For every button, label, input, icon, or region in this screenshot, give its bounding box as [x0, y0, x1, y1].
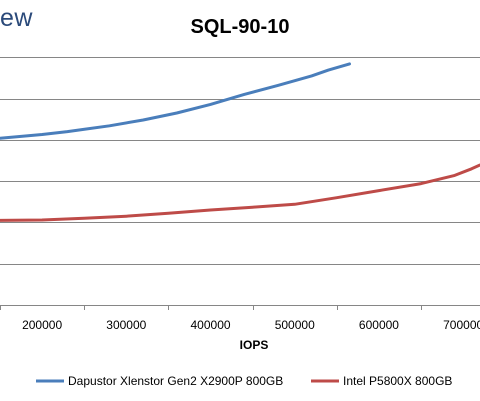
x-tick-labels: 200000 300000 400000 500000 600000 700000 — [22, 318, 480, 332]
x-axis-label: IOPS — [240, 338, 269, 352]
series-line-1 — [0, 163, 480, 222]
legend-label-0: Dapustor Xlenstor Gen2 X2900P 800GB — [68, 374, 283, 388]
logo-fragment: ew — [0, 4, 33, 32]
legend-label-1: Intel P5800X 800GB — [343, 374, 452, 388]
x-tick-label-3: 500000 — [275, 318, 315, 332]
x-tick-label-0: 200000 — [22, 318, 62, 332]
legend: Dapustor Xlenstor Gen2 X2900P 800GB Intel… — [36, 374, 452, 388]
chart-title: SQL-90-10 — [191, 16, 290, 38]
x-tick-label-5: 700000 — [443, 318, 480, 332]
x-tick-label-4: 600000 — [359, 318, 399, 332]
series-line-0 — [0, 62, 351, 140]
grid-lines — [0, 57, 480, 265]
axes — [0, 305, 480, 310]
x-tick-label-2: 400000 — [191, 318, 231, 332]
series-layer — [0, 62, 480, 222]
x-tick-label-1: 300000 — [106, 318, 146, 332]
